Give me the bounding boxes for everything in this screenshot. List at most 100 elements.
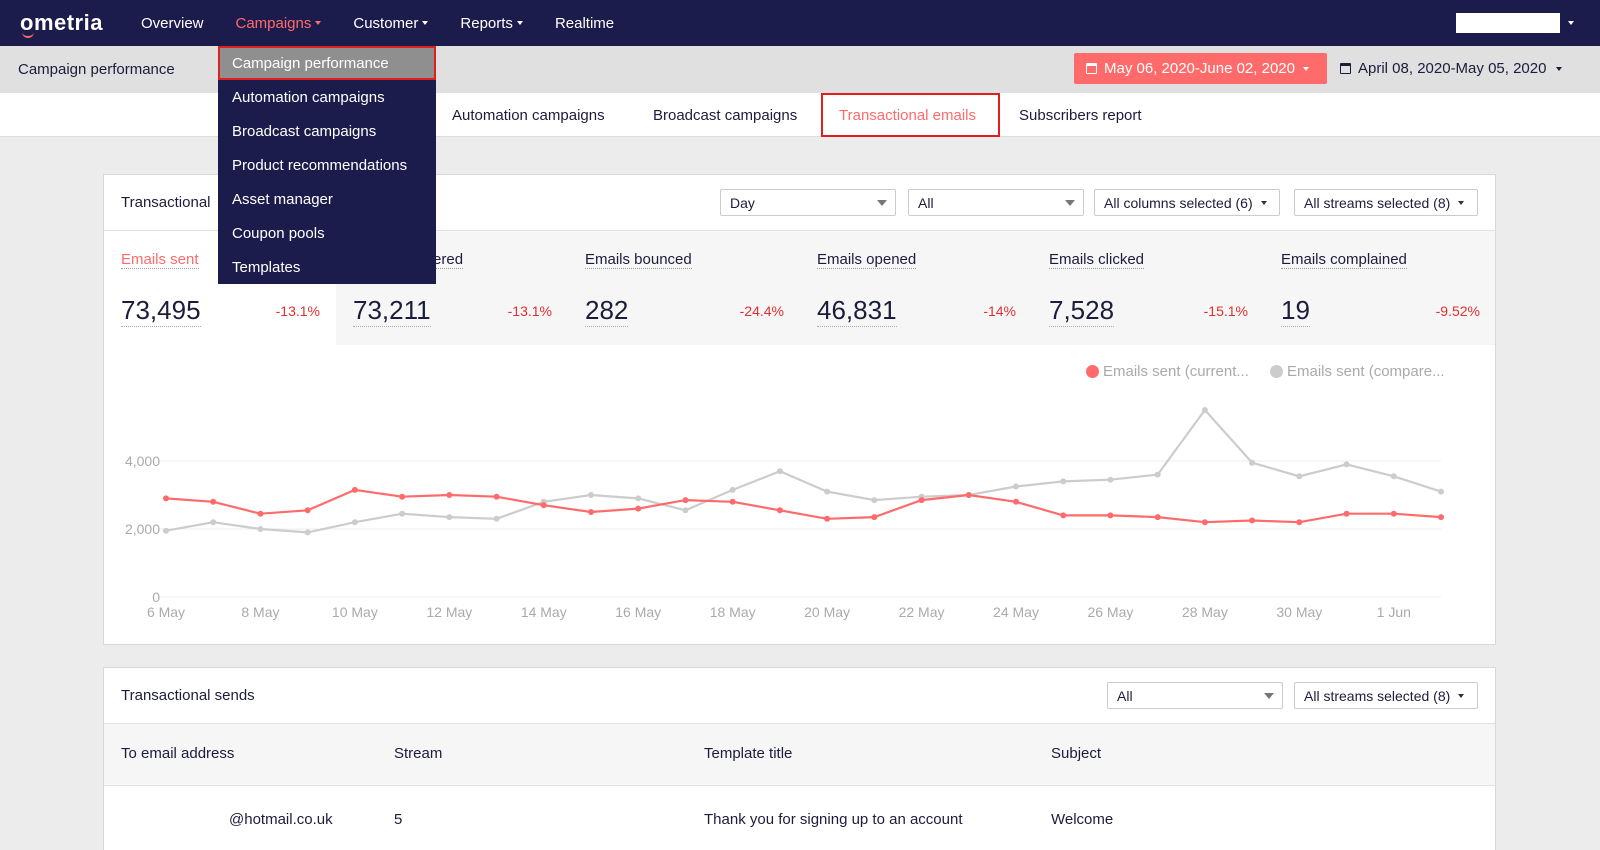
- data-point-current[interactable]: [1201, 519, 1208, 526]
- data-point-compare[interactable]: [1060, 478, 1067, 485]
- page-title: Campaign performance: [18, 61, 175, 78]
- data-point-current[interactable]: [1154, 514, 1161, 521]
- data-point-current[interactable]: [257, 510, 264, 517]
- data-point-compare[interactable]: [399, 510, 406, 517]
- data-point-current[interactable]: [588, 509, 594, 515]
- data-point-current[interactable]: [1060, 512, 1067, 519]
- menu-item-asset-manager[interactable]: Asset manager: [232, 190, 333, 208]
- data-point-compare[interactable]: [824, 488, 831, 495]
- x-tick-label: 28 May: [1182, 604, 1228, 620]
- data-point-current[interactable]: [824, 515, 831, 522]
- metric-emails-complained[interactable]: Emails complained 19 -9.52%: [1264, 231, 1496, 345]
- menu-item-campaign-performance[interactable]: Campaign performance: [218, 46, 436, 80]
- nav-realtime[interactable]: Realtime: [554, 14, 615, 32]
- current-date-range-button[interactable]: May 06, 2020-June 02, 2020: [1074, 53, 1327, 84]
- data-point-compare[interactable]: [682, 507, 689, 514]
- data-point-current[interactable]: [304, 507, 311, 514]
- cell-email: @hotmail.co.uk: [229, 811, 333, 828]
- metric-emails-opened[interactable]: Emails opened 46,831 -14%: [800, 231, 1032, 345]
- nav-overview[interactable]: Overview: [140, 14, 204, 32]
- metric-label: Emails sent: [121, 251, 199, 269]
- data-point-compare[interactable]: [1013, 483, 1019, 490]
- data-point-compare[interactable]: [493, 515, 500, 522]
- column-header-template[interactable]: Template title: [704, 745, 793, 762]
- data-point-current[interactable]: [1013, 498, 1019, 505]
- data-point-current[interactable]: [493, 493, 500, 500]
- menu-item-broadcast-campaigns[interactable]: Broadcast campaigns: [232, 122, 377, 140]
- user-menu[interactable]: [1456, 13, 1560, 33]
- menu-item-coupon-pools[interactable]: Coupon pools: [232, 224, 325, 242]
- sends-segment-select[interactable]: All: [1107, 682, 1283, 709]
- dropdown-triangle-icon: [1264, 693, 1274, 699]
- chevron-down-icon: [1556, 66, 1563, 71]
- menu-item-automation-campaigns[interactable]: Automation campaigns: [232, 88, 385, 106]
- data-point-current[interactable]: [210, 498, 217, 505]
- data-point-current[interactable]: [163, 495, 169, 502]
- column-header-email[interactable]: To email address: [121, 745, 235, 762]
- data-point-compare[interactable]: [635, 495, 642, 502]
- data-point-current[interactable]: [1107, 512, 1114, 519]
- data-point-current[interactable]: [1390, 510, 1397, 517]
- streams-select[interactable]: All streams selected (8): [1294, 189, 1478, 216]
- data-point-compare[interactable]: [446, 514, 453, 521]
- compare-date-range-button[interactable]: April 08, 2020-May 05, 2020: [1340, 53, 1563, 84]
- data-point-compare[interactable]: [1296, 473, 1303, 480]
- data-point-compare[interactable]: [588, 492, 594, 498]
- data-point-current[interactable]: [1438, 514, 1444, 521]
- nav-campaigns[interactable]: Campaigns: [220, 0, 338, 46]
- sends-streams-select[interactable]: All streams selected (8): [1294, 682, 1478, 709]
- menu-item-templates[interactable]: Templates: [232, 258, 301, 276]
- data-point-compare[interactable]: [1390, 473, 1397, 480]
- column-header-subject[interactable]: Subject: [1051, 745, 1102, 762]
- data-point-current[interactable]: [965, 492, 972, 498]
- data-point-compare[interactable]: [351, 519, 358, 526]
- metric-emails-sent[interactable]: Emails sent 73,495 -13.1%: [104, 231, 336, 345]
- data-point-current[interactable]: [540, 502, 547, 509]
- data-point-compare[interactable]: [776, 468, 783, 475]
- legend-label: Emails sent (compare...: [1287, 363, 1445, 380]
- data-point-compare[interactable]: [1154, 471, 1161, 478]
- data-point-compare[interactable]: [1249, 459, 1256, 466]
- data-point-compare[interactable]: [210, 519, 217, 526]
- interval-select[interactable]: Day: [720, 189, 896, 216]
- data-point-current[interactable]: [682, 497, 689, 504]
- legend-current[interactable]: Emails sent (current...: [1086, 363, 1249, 380]
- table-header: To email address Stream Template title S…: [104, 724, 1495, 786]
- data-point-current[interactable]: [351, 486, 358, 493]
- ometria-logo[interactable]: ometria: [20, 10, 103, 38]
- data-point-current[interactable]: [918, 497, 925, 504]
- menu-item-product-recommendations[interactable]: Product recommendations: [232, 156, 408, 174]
- legend-compare[interactable]: Emails sent (compare...: [1270, 363, 1445, 380]
- data-point-compare[interactable]: [1343, 461, 1350, 468]
- tab-broadcast-campaigns[interactable]: Broadcast campaigns: [653, 106, 798, 124]
- data-point-compare[interactable]: [1438, 488, 1444, 495]
- nav-reports[interactable]: Reports: [444, 0, 539, 46]
- data-point-current[interactable]: [1249, 517, 1256, 524]
- columns-select[interactable]: All columns selected (6): [1094, 189, 1280, 216]
- data-point-current[interactable]: [446, 492, 453, 498]
- data-point-compare[interactable]: [871, 497, 878, 504]
- data-point-compare[interactable]: [1201, 407, 1208, 413]
- data-point-current[interactable]: [635, 505, 642, 512]
- data-point-compare[interactable]: [257, 526, 264, 532]
- data-point-current[interactable]: [776, 507, 783, 514]
- data-point-compare[interactable]: [304, 529, 311, 536]
- metric-emails-clicked[interactable]: Emails clicked 7,528 -15.1%: [1032, 231, 1264, 345]
- tab-transactional-emails[interactable]: Transactional emails: [821, 93, 1000, 137]
- data-point-compare[interactable]: [163, 527, 169, 534]
- tab-automation-campaigns[interactable]: Automation campaigns: [452, 106, 605, 124]
- segment-select[interactable]: All: [908, 189, 1084, 216]
- data-point-current[interactable]: [1343, 510, 1350, 517]
- data-point-current[interactable]: [399, 493, 406, 500]
- user-menu-chevron-icon[interactable]: [1568, 21, 1574, 25]
- metric-change: -24.4%: [739, 303, 784, 319]
- data-point-current[interactable]: [1296, 519, 1303, 526]
- tab-subscribers-report[interactable]: Subscribers report: [1019, 106, 1142, 124]
- data-point-current[interactable]: [871, 514, 878, 521]
- data-point-current[interactable]: [729, 498, 736, 505]
- data-point-compare[interactable]: [729, 486, 736, 493]
- metric-emails-bounced[interactable]: Emails bounced 282 -24.4%: [568, 231, 800, 345]
- column-header-stream[interactable]: Stream: [394, 745, 443, 762]
- nav-customer[interactable]: Customer: [337, 0, 444, 46]
- data-point-compare[interactable]: [1107, 476, 1114, 483]
